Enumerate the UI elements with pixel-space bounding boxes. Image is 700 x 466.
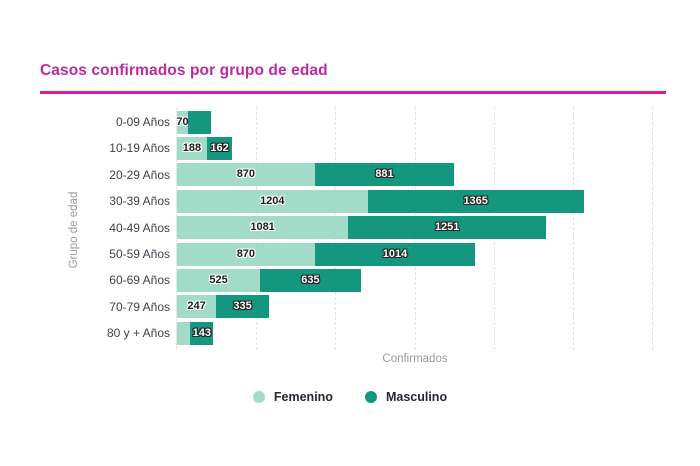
bar-segment-femenino[interactable]: 247 [177, 295, 217, 319]
bar-segment-masculino[interactable]: 1251 [348, 216, 547, 240]
y-axis-line [176, 107, 177, 350]
bar-value-label: 1365 [463, 194, 488, 207]
legend-marker-masculino-icon [364, 391, 377, 403]
bar-value-label: 162 [210, 141, 229, 154]
bar-segment-masculino[interactable] [188, 110, 212, 134]
y-tick-label: 30-39 Años [109, 194, 170, 209]
legend-item-masculino[interactable]: Masculino [364, 390, 448, 404]
bar-value-label: 870 [236, 168, 256, 181]
title-underline-rule [40, 91, 666, 94]
bar-value-label: 335 [233, 300, 252, 313]
y-tick-label: 10-19 Años [109, 141, 170, 156]
legend-item-femenino[interactable]: Femenino [252, 390, 333, 404]
legend: Femenino Masculino [90, 390, 610, 404]
y-tick-label: 60-69 Años [109, 273, 170, 288]
bar-value-label: 188 [182, 141, 202, 154]
bar-value-label: 635 [301, 273, 320, 286]
bar-segment-masculino[interactable]: 162 [206, 136, 233, 160]
bar-segment-femenino[interactable]: 188 [177, 136, 207, 160]
legend-label-femenino: Femenino [273, 390, 333, 404]
bar-segment-masculino[interactable]: 881 [314, 163, 455, 187]
y-tick-label: 80 y + Años [106, 326, 170, 341]
y-tick-label: 0-09 Años [115, 115, 170, 129]
gridline [652, 107, 653, 350]
bar-value-label: 1204 [260, 194, 285, 207]
bar-value-label: 1251 [434, 221, 460, 234]
bar-value-label: 870 [236, 247, 256, 260]
y-tick-label: 70-79 Años [109, 299, 170, 314]
y-axis-title: Grupo de edad [68, 191, 80, 269]
bar-segment-masculino[interactable]: 1014 [314, 242, 476, 266]
bar-value-label: 1014 [382, 247, 408, 260]
bar-value-label: 881 [375, 168, 394, 181]
bar-value-label: 70 [176, 115, 189, 128]
y-tick-label: 20-29 Años [109, 167, 170, 182]
y-tick-label: 50-59 Años [109, 247, 170, 261]
bar-value-label: 247 [187, 300, 206, 313]
bar-segment-femenino[interactable]: 1081 [177, 216, 349, 240]
bar-segment-femenino[interactable]: 525 [177, 268, 261, 292]
bar-value-label: 143 [192, 326, 211, 339]
bar-segment-masculino[interactable]: 1365 [367, 189, 584, 213]
bar-segment-femenino[interactable] [177, 321, 191, 345]
bar-segment-femenino[interactable]: 70 [176, 110, 189, 134]
gridline [572, 107, 574, 350]
bar-segment-femenino[interactable]: 870 [177, 163, 315, 187]
legend-marker-femenino-icon [252, 391, 265, 403]
bar-segment-masculino[interactable]: 143 [190, 321, 214, 345]
bar-segment-femenino[interactable]: 870 [177, 242, 315, 266]
legend-label-masculino: Masculino [385, 390, 448, 404]
bar-segment-masculino[interactable]: 635 [260, 268, 361, 292]
page-title: Casos confirmados por grupo de edad [40, 62, 328, 79]
x-axis-title: Confirmados [382, 353, 448, 365]
y-tick-label: 40-49 Años [109, 220, 170, 235]
bar-value-label: 525 [209, 273, 228, 286]
bar-segment-masculino[interactable]: 335 [216, 295, 270, 319]
bar-value-label: 1081 [250, 221, 275, 234]
bar-segment-femenino[interactable]: 1204 [177, 189, 368, 213]
